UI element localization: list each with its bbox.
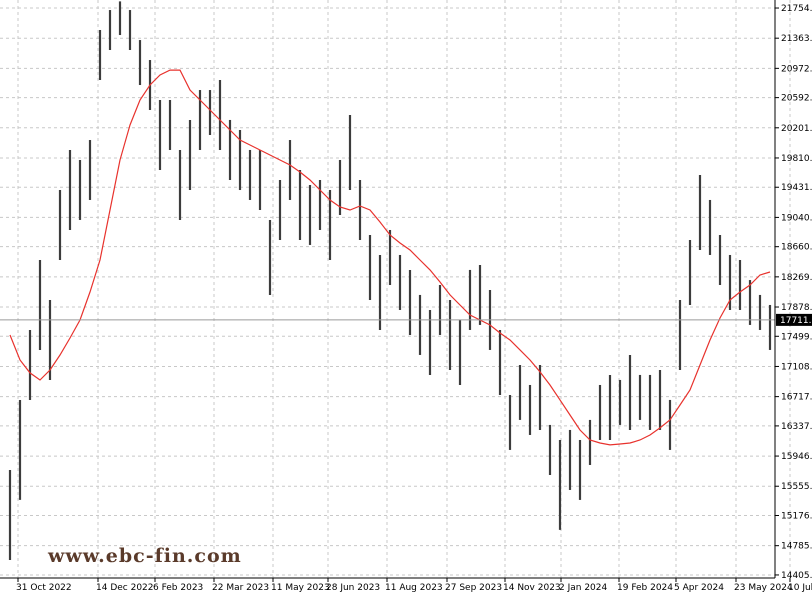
y-tick-label: 15946.5 <box>781 452 812 462</box>
x-tick-label: 14 Dec 2022 <box>96 583 154 593</box>
y-tick-label: 18660.5 <box>781 243 812 253</box>
y-tick-label: 19810.5 <box>781 154 812 164</box>
x-tick-label: 2 Jan 2024 <box>559 583 607 593</box>
x-tick-label: 27 Sep 2023 <box>445 583 502 593</box>
y-tick-label: 14785.0 <box>781 542 812 552</box>
y-tick-label: 20201.5 <box>781 124 812 134</box>
x-tick-label: 11 May 2023 <box>271 583 330 593</box>
y-tick-label: 17499.0 <box>781 332 812 342</box>
y-tick-label: 20592.5 <box>781 94 812 104</box>
x-tick-label: 23 May 2024 <box>734 583 793 593</box>
x-tick-label: 19 Feb 2024 <box>617 583 673 593</box>
x-tick-label: 6 Feb 2023 <box>153 583 203 593</box>
y-tick-label: 21363.0 <box>781 34 812 44</box>
y-tick-label: 16337.5 <box>781 422 812 432</box>
y-tick-label: 16717.0 <box>781 393 812 403</box>
x-tick-label: 10 Jul 2024 <box>788 583 812 593</box>
y-tick-label: 15176.0 <box>781 512 812 522</box>
x-tick-label: 5 Apr 2024 <box>674 583 724 593</box>
x-tick-label: 14 Nov 2023 <box>503 583 561 593</box>
moving-average <box>9 69 771 446</box>
plot <box>0 1 775 560</box>
y-tick-label: 19431.0 <box>781 183 812 193</box>
y-tick-label: 21754.0 <box>781 4 812 14</box>
y-tick-label: 17108.0 <box>781 362 812 372</box>
x-tick-label: 28 Jun 2023 <box>326 583 380 593</box>
grid <box>0 0 791 578</box>
x-tick-label: 31 Oct 2022 <box>16 583 72 593</box>
y-tick-label: 15555.5 <box>781 482 812 492</box>
y-tick-label: 19040.0 <box>781 213 812 223</box>
last-price-label: 17711.7 <box>780 316 812 326</box>
y-tick-label: 20972.0 <box>781 64 812 74</box>
x-tick-label: 11 Aug 2023 <box>385 583 443 593</box>
y-tick-label: 18269.5 <box>781 273 812 283</box>
axes: 14405.5 14785.0 15176.0 15555.5 15946.5 16337… <box>16 4 812 593</box>
y-tick-label: 14405.5 <box>781 571 812 581</box>
last-price-box <box>776 313 812 326</box>
watermark: www.ebc-fin.com <box>47 545 242 567</box>
y-tick-label: 17878.5 <box>781 303 812 313</box>
x-tick-label: 22 Mar 2023 <box>212 583 269 593</box>
